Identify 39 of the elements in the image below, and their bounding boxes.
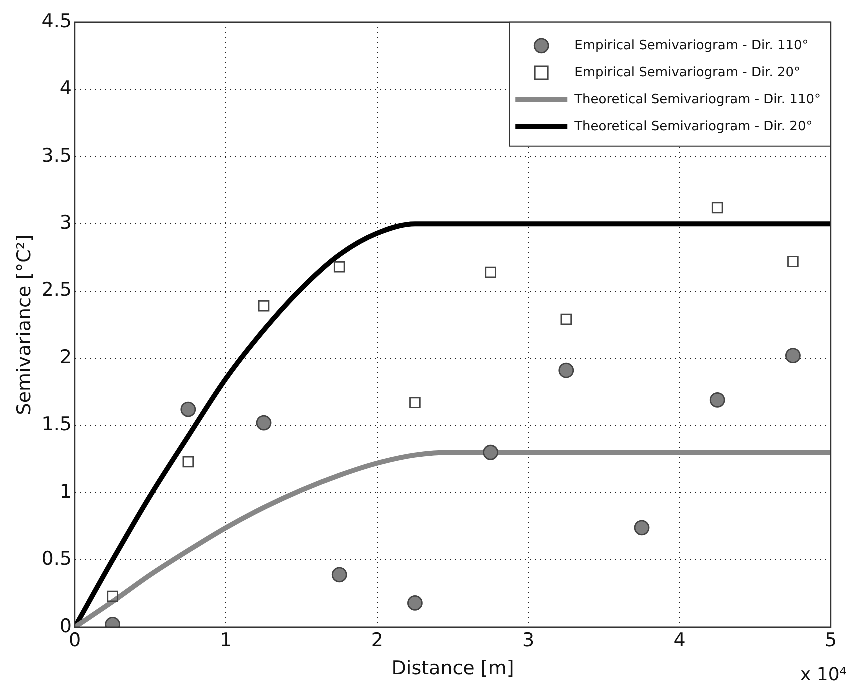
point (634, 520, 650, 536)
point (485, 266, 496, 278)
legend-label: Empirical Semivariogram - Dir. 110° (574, 38, 809, 54)
x-tick-label: 5 (824, 630, 838, 652)
y-tick-label: 3.5 (42, 144, 72, 167)
y-tick-label: 3 (60, 212, 72, 234)
y-tick-label: 2 (60, 346, 72, 368)
x-tick-label: 4 (674, 630, 686, 652)
point (560, 314, 572, 326)
point (483, 444, 499, 460)
point (408, 596, 423, 611)
legend-label: Theoretical Semivariogram - Dir. 20° (574, 119, 813, 134)
point (332, 567, 348, 583)
x-tick-label: 3 (522, 630, 535, 652)
point (788, 256, 799, 268)
point (258, 300, 270, 312)
point (180, 402, 196, 418)
point (786, 348, 801, 364)
y-tick-label: 4 (60, 78, 72, 100)
x-axis-title: Distance [m] (392, 658, 514, 680)
y-tick-label: 2.5 (42, 279, 72, 302)
x-tick-label: 1 (220, 630, 232, 652)
x-tick-label: 2 (371, 630, 384, 652)
point (256, 415, 272, 431)
point (182, 456, 194, 468)
y-tick-label: 0.5 (42, 548, 72, 570)
point (710, 392, 726, 408)
point (334, 261, 346, 273)
point (712, 202, 724, 214)
y-tick-label: 4.5 (42, 10, 72, 32)
text: x 10⁴ (800, 664, 847, 686)
legend-label: Empirical Semivariogram - Dir. 20° (574, 65, 801, 80)
point (410, 397, 421, 409)
legend-label: Theoretical Semivariogram - Dir. 110° (574, 92, 822, 108)
y-tick-label: 1 (60, 480, 72, 503)
y-axis-title: Semivariance [°C²] (13, 234, 36, 416)
y-tick-label: 1.5 (42, 414, 72, 436)
point (558, 362, 574, 378)
point (107, 590, 118, 602)
